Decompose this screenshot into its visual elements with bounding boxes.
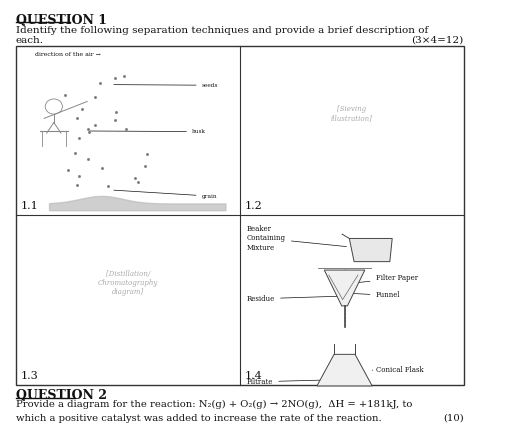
Text: QUESTION 1: QUESTION 1 [16,14,107,27]
Text: 1.4: 1.4 [244,371,262,381]
Point [131,175,139,182]
Text: 1.3: 1.3 [20,371,38,381]
Text: [Sieving
illustration]: [Sieving illustration] [331,105,373,122]
Text: Provide a diagram for the reaction: N₂(g) + O₂(g) → 2NO(g),  ΔH = +181kJ, to: Provide a diagram for the reaction: N₂(g… [16,400,412,409]
Point [96,79,104,86]
Point [112,108,120,115]
Text: [Distillation/
Chromatography
diagram]: [Distillation/ Chromatography diagram] [98,270,158,296]
Polygon shape [349,239,392,262]
Point [141,163,149,170]
Point [84,125,93,132]
Point [86,128,94,135]
Point [73,115,81,122]
Point [73,181,81,188]
Point [133,179,142,186]
Text: 1.2: 1.2 [244,201,262,211]
Point [77,106,86,112]
Point [75,135,83,141]
Point [84,156,93,163]
Polygon shape [317,354,372,386]
Point [64,167,72,173]
Text: 1.1: 1.1 [20,201,38,211]
Text: each.: each. [16,36,44,45]
Point [75,172,83,179]
Point [61,91,69,98]
Text: direction of the air →: direction of the air → [35,52,101,57]
Text: Conical Flask: Conical Flask [372,366,423,374]
Text: husk: husk [90,129,206,134]
Text: Residue: Residue [247,295,338,303]
Point [91,122,99,129]
Point [98,165,106,172]
Point [111,75,119,81]
Text: Funnel: Funnel [351,291,400,299]
Polygon shape [324,270,365,306]
Text: Filtrate: Filtrate [247,378,337,386]
Text: Identify the following separation techniques and provide a brief description of: Identify the following separation techni… [16,26,428,35]
Text: which a positive catalyst was added to increase the rate of the reaction.: which a positive catalyst was added to i… [16,414,381,423]
Text: Filter Paper: Filter Paper [359,274,418,282]
Text: seeds: seeds [114,83,218,88]
Point [71,150,79,157]
Point [122,126,130,133]
Point [143,151,151,158]
Text: QUESTION 2: QUESTION 2 [16,389,107,402]
Text: (10): (10) [443,414,464,423]
Point [110,117,119,124]
Text: Beaker
Containing
Mixture: Beaker Containing Mixture [247,225,347,252]
Text: (3×4=12): (3×4=12) [411,36,464,45]
Point [104,182,112,189]
Bar [16,46,464,385]
Point [120,72,128,79]
Point [92,94,100,101]
Text: grain: grain [114,190,217,199]
